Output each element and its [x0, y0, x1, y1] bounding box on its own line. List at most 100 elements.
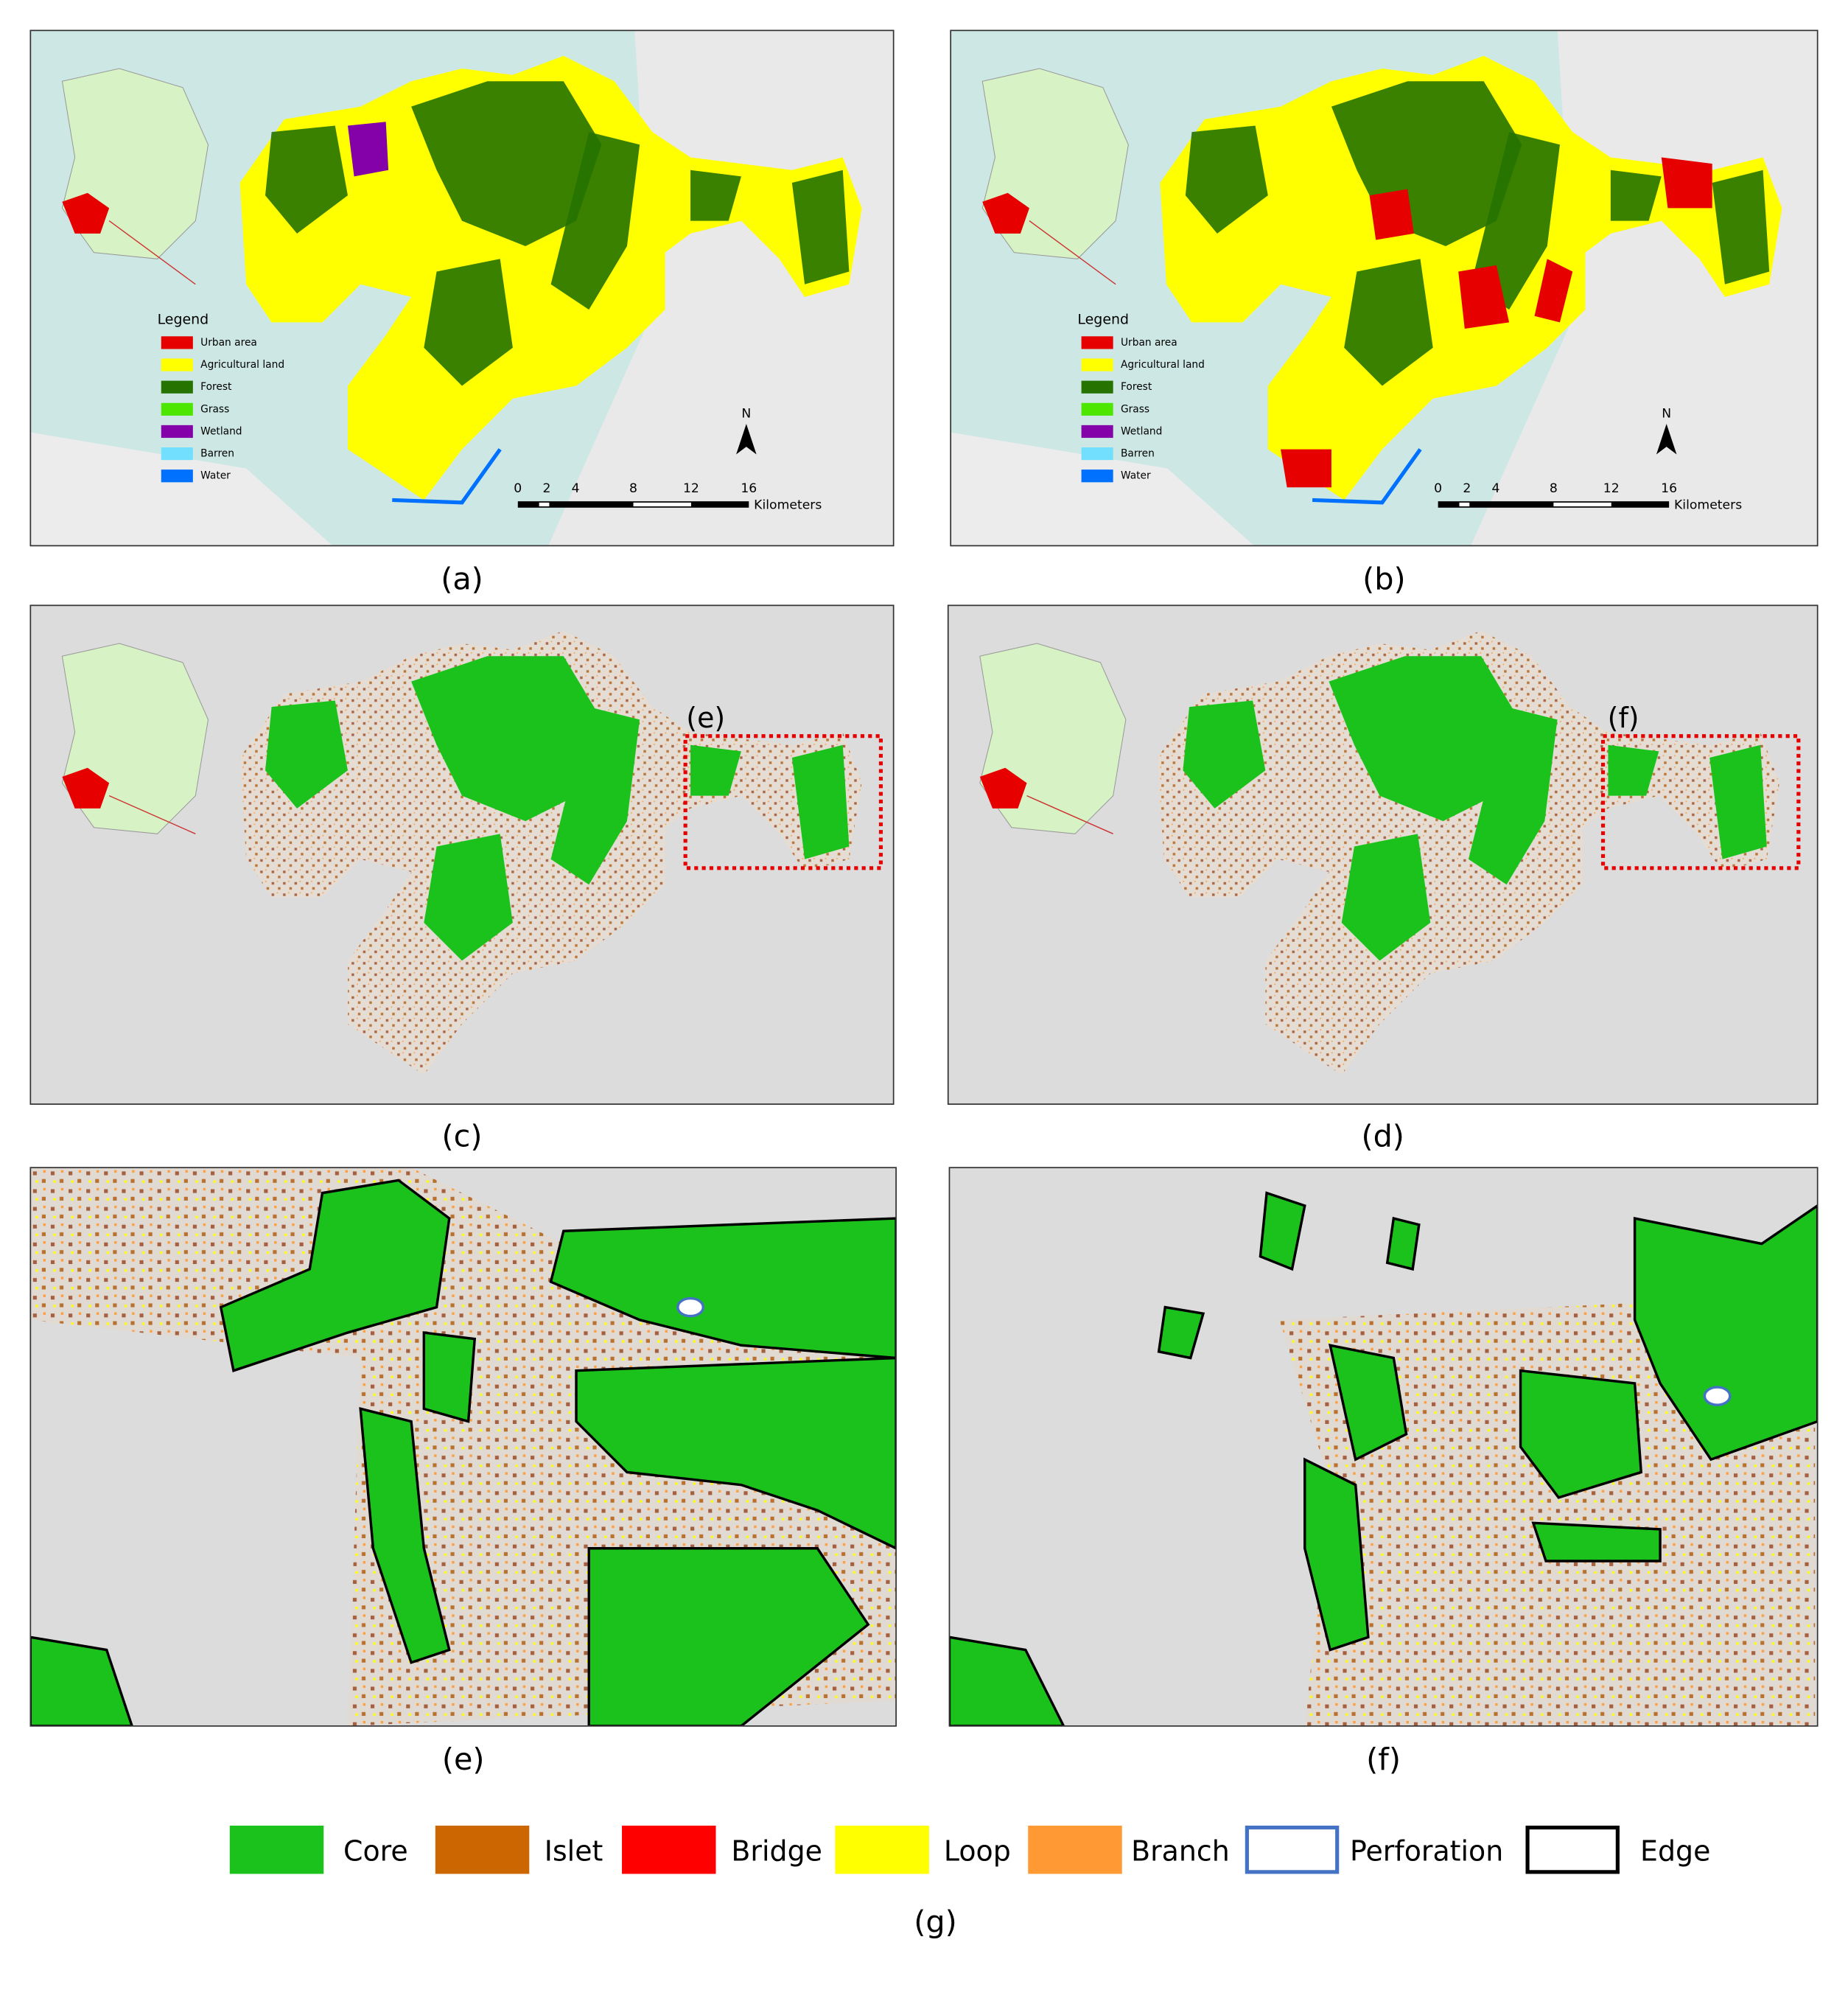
- core: [1519, 1369, 1643, 1499]
- forest: [265, 125, 348, 234]
- north-label: N: [1662, 406, 1671, 421]
- legend-swatch: [1245, 1826, 1340, 1874]
- scale-label: 2: [1463, 481, 1471, 496]
- legend-swatch: [161, 469, 193, 483]
- panel-label: (a): [441, 562, 483, 597]
- core: [690, 744, 741, 796]
- legend-swatch: [835, 1826, 929, 1874]
- scale-label: 4: [1492, 481, 1500, 496]
- legend-swatch: [161, 358, 193, 371]
- pointer: [1026, 795, 1113, 834]
- legend-swatch: [161, 447, 193, 461]
- inset-highlight: [62, 767, 110, 809]
- annotation: (e): [686, 702, 725, 734]
- core: [575, 1356, 897, 1550]
- legend-swatch: [1028, 1826, 1122, 1874]
- map-content: [30, 1167, 897, 1726]
- map-content: [949, 1167, 1818, 1726]
- legend-label: Bridge: [731, 1835, 822, 1868]
- map-panel: Legend Urban area Agricultural land Forest G…: [950, 29, 1819, 547]
- wetland: [347, 122, 389, 177]
- map-panel: (f): [947, 604, 1819, 1105]
- scale-label: 12: [683, 481, 699, 496]
- legend-label: Wetland: [1121, 425, 1162, 437]
- panel-frame: [29, 604, 895, 1105]
- pointer: [108, 795, 196, 834]
- legend-label: Grass: [200, 403, 229, 415]
- legend-swatch: [1081, 469, 1113, 483]
- coast: [1312, 448, 1422, 505]
- inset-highlight: [62, 192, 110, 234]
- fragments: [1157, 630, 1779, 1075]
- core: [1531, 1521, 1662, 1563]
- core: [1259, 1191, 1306, 1271]
- core: [359, 1407, 451, 1664]
- perforation: [1703, 1386, 1732, 1406]
- inset-highlight: [979, 767, 1027, 809]
- fragments: [239, 630, 862, 1075]
- scale-label: 16: [741, 481, 757, 496]
- forest: [1712, 170, 1770, 284]
- legend-label: Forest: [200, 381, 232, 393]
- legend-label: Forest: [1121, 381, 1152, 393]
- panel-frame: [947, 604, 1819, 1105]
- core: [30, 1635, 133, 1726]
- core: [587, 1547, 870, 1726]
- legend-swatch: [161, 425, 193, 439]
- legend-label: Core: [343, 1835, 408, 1868]
- scale-label: 16: [1661, 481, 1677, 496]
- forest: [1185, 125, 1268, 234]
- core: [949, 1635, 1065, 1726]
- scale-label: 12: [1603, 481, 1620, 496]
- legend-label: Perforation: [1350, 1835, 1503, 1868]
- legend-swatch: [1081, 336, 1113, 349]
- scale-label: 0: [1434, 481, 1442, 496]
- map-panel: (e): [29, 604, 895, 1105]
- legend-title: Legend: [1077, 311, 1129, 327]
- scale-label: 8: [629, 481, 637, 496]
- forest: [690, 170, 741, 221]
- core: [1709, 744, 1767, 859]
- panel-label: (d): [1361, 1119, 1404, 1154]
- forest: [550, 132, 640, 310]
- legend-label: Water: [1121, 470, 1151, 482]
- terrain: [30, 432, 333, 546]
- legend-swatch: [622, 1826, 716, 1874]
- scale-label: 0: [514, 481, 522, 496]
- forest: [411, 81, 602, 247]
- forest: [1610, 170, 1662, 221]
- core: [422, 1331, 477, 1423]
- north-label: N: [741, 406, 751, 421]
- urban: [1281, 449, 1331, 488]
- core: [265, 700, 348, 809]
- land: [239, 55, 862, 500]
- panel-frame: [950, 29, 1819, 547]
- core: [1303, 1457, 1370, 1652]
- north-arrow: [736, 424, 757, 455]
- legend-label: Barren: [200, 448, 234, 460]
- core: [1328, 1344, 1408, 1462]
- core: [1468, 707, 1558, 885]
- legend-label: Barren: [1121, 448, 1155, 460]
- legend-title: Legend: [158, 311, 209, 327]
- legend-label: Loop: [944, 1835, 1011, 1868]
- core: [550, 707, 640, 885]
- panel-frame: [29, 29, 895, 547]
- coast: [392, 448, 502, 505]
- core: [549, 1217, 897, 1360]
- panel-label: (c): [442, 1119, 483, 1154]
- focus-box: [1600, 734, 1801, 870]
- panel-frame: [29, 1167, 897, 1727]
- legend-label: Agricultural land: [1121, 359, 1205, 371]
- panel-label: (f): [1366, 1742, 1401, 1777]
- urban: [1661, 157, 1712, 209]
- legend-swatch: [1081, 447, 1113, 461]
- forest: [424, 259, 513, 386]
- map-content: Legend Urban area Agricultural land Forest G…: [951, 30, 1818, 546]
- scale-label: 4: [572, 481, 580, 496]
- scale-unit: Kilometers: [1674, 498, 1742, 512]
- legend-swatch: [229, 1826, 324, 1874]
- legend-label: Grass: [1121, 403, 1149, 415]
- panel-label: (b): [1362, 562, 1405, 597]
- urban: [1534, 259, 1573, 323]
